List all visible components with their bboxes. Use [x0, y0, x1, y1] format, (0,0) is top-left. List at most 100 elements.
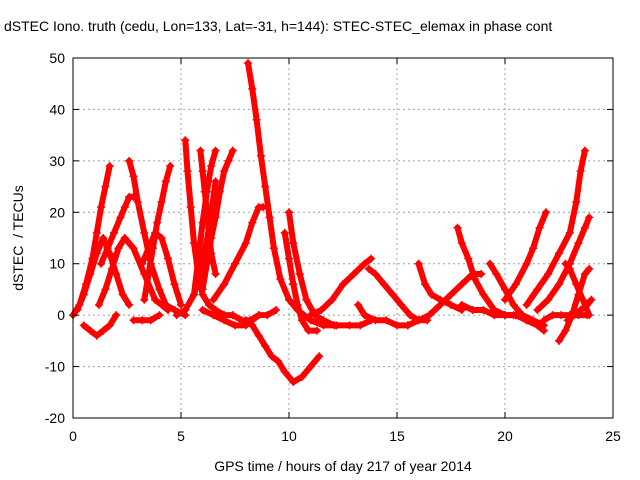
data-point: [470, 275, 479, 284]
data-point: [533, 321, 542, 330]
data-point: [533, 306, 542, 314]
data-point: [161, 177, 170, 186]
data-point: [349, 270, 358, 278]
x-axis-label: GPS time / hours of day 217 of year 2014: [214, 458, 472, 474]
data-point: [533, 285, 542, 294]
data-point: [447, 290, 455, 299]
data-point: [248, 84, 257, 93]
data-point: [382, 316, 391, 325]
y-tick-label: 0: [57, 307, 65, 323]
data-point: [561, 326, 570, 335]
data-point: [313, 326, 322, 335]
data-point: [535, 223, 544, 232]
series-6: [140, 162, 175, 304]
data-point: [555, 249, 563, 258]
data-point: [101, 182, 110, 191]
data-point: [578, 295, 587, 304]
data-point: [501, 311, 509, 320]
data-point: [397, 300, 406, 309]
data-point: [297, 316, 306, 325]
data-point: [295, 270, 304, 278]
data-point: [107, 264, 116, 273]
data-point: [339, 280, 347, 289]
data-point: [522, 316, 531, 325]
data-point: [315, 352, 324, 361]
series-13: [172, 177, 220, 320]
data-point: [289, 239, 298, 248]
data-point: [356, 321, 365, 330]
data-point: [576, 167, 585, 176]
data-point: [289, 378, 298, 386]
data-point: [542, 208, 551, 217]
data-point: [548, 311, 557, 320]
data-point: [330, 321, 339, 330]
data-point: [414, 316, 423, 325]
data-point: [587, 295, 596, 304]
data-point: [585, 213, 594, 222]
data-point: [243, 59, 252, 68]
data-point: [501, 295, 509, 304]
series-32: [533, 213, 594, 314]
data-point: [177, 300, 185, 309]
data-point: [371, 270, 380, 278]
series-7: [138, 228, 185, 309]
data-point: [220, 167, 229, 176]
data-point: [157, 198, 166, 206]
data-point: [574, 239, 583, 248]
data-point: [263, 311, 272, 320]
data-point: [144, 270, 153, 278]
data-point: [151, 228, 160, 237]
series-trace: [365, 265, 431, 324]
data-point: [580, 223, 589, 232]
data-point: [477, 270, 486, 278]
data-point: [360, 311, 369, 320]
data-point: [101, 285, 110, 294]
data-point: [207, 162, 216, 170]
data-point: [583, 311, 592, 320]
data-point: [94, 300, 103, 309]
data-point: [79, 321, 88, 330]
data-point: [306, 362, 315, 371]
data-point: [125, 300, 134, 309]
data-point: [112, 311, 121, 320]
data-point: [248, 316, 257, 325]
data-point: [170, 280, 179, 289]
data-point: [138, 316, 147, 325]
data-point: [129, 244, 138, 253]
data-point: [269, 244, 278, 253]
data-point: [522, 300, 531, 309]
y-tick-label: 50: [49, 50, 65, 66]
data-point: [241, 321, 250, 330]
data-point: [511, 311, 520, 320]
series-16: [209, 203, 268, 304]
data-point: [280, 228, 289, 237]
data-point: [129, 316, 138, 325]
series-trace: [210, 204, 267, 303]
series-trace: [512, 312, 547, 334]
data-point: [354, 300, 363, 309]
data-point: [393, 321, 401, 330]
data-point: [468, 306, 477, 314]
data-point: [205, 223, 214, 232]
series-15: [243, 59, 376, 330]
data-point: [79, 290, 88, 299]
series-trace: [80, 312, 120, 339]
data-point: [155, 311, 164, 320]
data-point: [140, 228, 149, 237]
data-point: [276, 275, 285, 284]
data-series: [69, 59, 596, 386]
data-point: [427, 290, 436, 299]
data-point: [479, 306, 488, 314]
data-point: [319, 316, 328, 325]
data-point: [557, 311, 566, 320]
data-point: [97, 259, 106, 268]
series-18: [198, 306, 263, 330]
data-point: [457, 300, 466, 309]
data-point: [181, 136, 190, 145]
data-point: [161, 300, 170, 309]
data-point: [261, 342, 270, 350]
data-point: [105, 162, 114, 170]
data-point: [297, 372, 306, 381]
data-point: [479, 290, 488, 299]
data-point: [151, 295, 160, 304]
